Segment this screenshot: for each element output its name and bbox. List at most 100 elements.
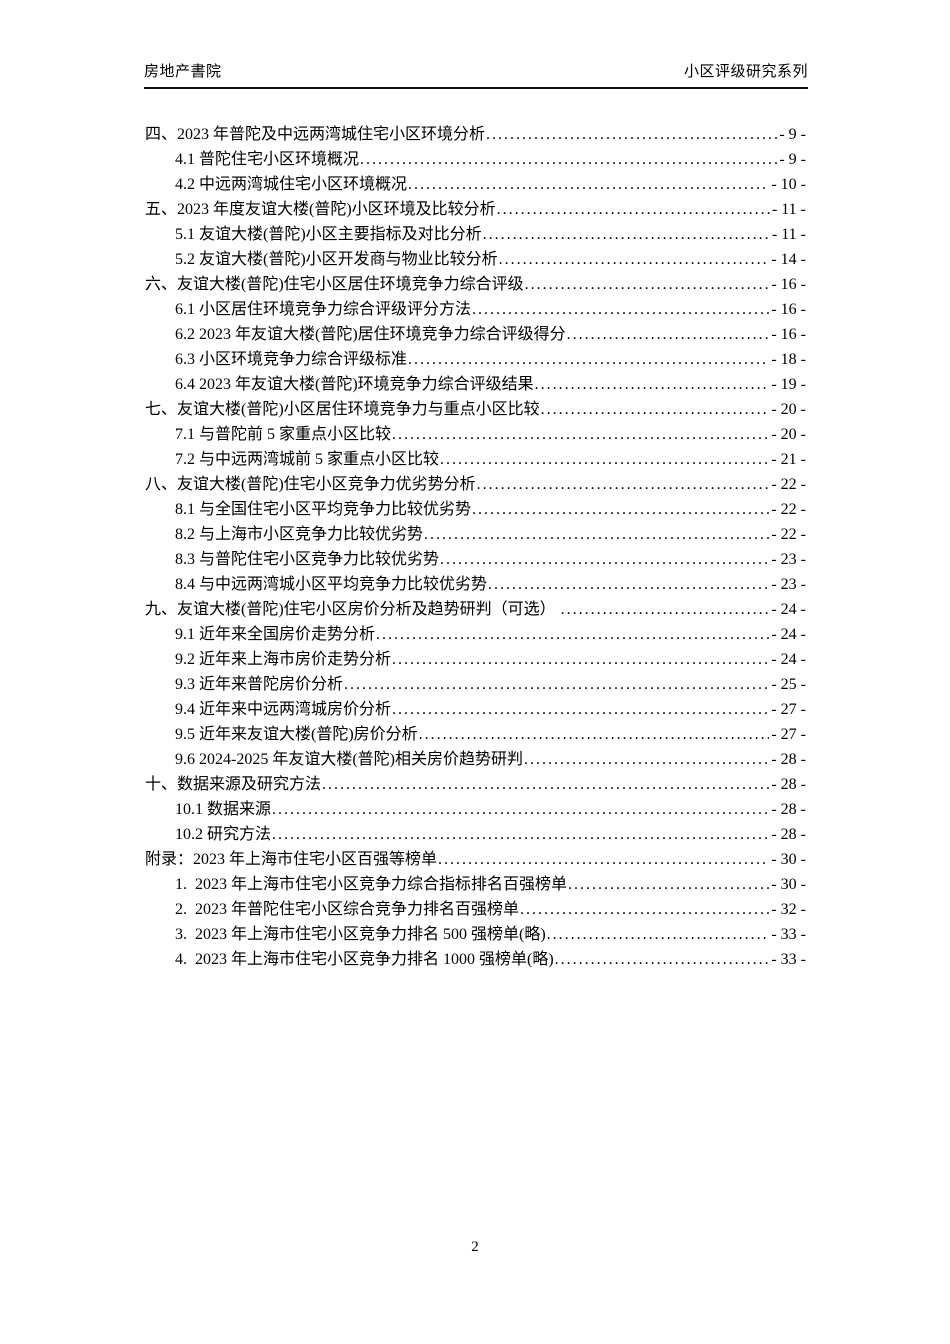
toc-entry: 9.2 近年来上海市房价走势分析 - 24 -	[145, 647, 806, 672]
toc-entry: 八、友谊大楼(普陀)住宅小区竞争力优劣势分析 - 22 -	[145, 472, 806, 497]
header-left-text: 房地产書院	[144, 63, 222, 80]
toc-entry-page: - 19 -	[771, 376, 806, 393]
toc-entry-page: - 24 -	[771, 601, 806, 618]
toc-entry-page: - 14 -	[771, 251, 806, 268]
toc-entry-title: 8.1 与全国住宅小区平均竞争力比较优劣势	[175, 501, 472, 518]
toc-entry: 5.1 友谊大楼(普陀)小区主要指标及对比分析 - 11 -	[145, 222, 806, 247]
toc-entry-page: - 16 -	[771, 301, 806, 318]
toc-entry-page: - 24 -	[771, 626, 806, 643]
toc-dot-leader	[483, 222, 770, 247]
toc-dot-leader	[344, 672, 769, 697]
toc-entry: 7.2 与中远两湾城前 5 家重点小区比较 - 21 -	[145, 447, 806, 472]
toc-dot-leader	[376, 622, 769, 647]
toc-entry: 4.2 中远两湾城住宅小区环境概况 - 10 -	[145, 172, 806, 197]
toc-entry: 1. 2023 年上海市住宅小区竞争力综合指标排名百强榜单 - 30 -	[145, 872, 806, 897]
toc-entry-page: - 16 -	[771, 326, 806, 343]
toc-entry-page: - 27 -	[771, 726, 806, 743]
toc-dot-leader	[392, 422, 769, 447]
toc-entry-page: - 25 -	[771, 676, 806, 693]
toc-entry: 4.1 普陀住宅小区环境概况 - 9 -	[145, 147, 806, 172]
toc-entry-page: - 23 -	[771, 551, 806, 568]
page-number: 2	[471, 1239, 479, 1255]
toc-entry-title: 2. 2023 年普陀住宅小区综合竞争力排名百强榜单	[175, 901, 520, 918]
toc-entry-title: 8.4 与中远两湾城小区平均竞争力比较优劣势	[175, 576, 488, 593]
toc-dot-leader	[477, 472, 770, 497]
toc-dot-leader	[486, 122, 777, 147]
toc-entry: 9.5 近年来友谊大楼(普陀)房价分析 - 27 -	[145, 722, 806, 747]
toc-dot-leader	[497, 197, 770, 222]
toc-entry-page: - 32 -	[771, 901, 806, 918]
toc-entry: 9.4 近年来中远两湾城房价分析 - 27 -	[145, 697, 806, 722]
header-right-text: 小区评级研究系列	[683, 63, 808, 80]
toc-dot-leader	[440, 447, 769, 472]
page-header: 房地产書院 小区评级研究系列	[144, 60, 808, 89]
toc-dot-leader	[568, 872, 769, 897]
toc-dot-leader	[419, 722, 770, 747]
toc-entry: 六、友谊大楼(普陀)住宅小区居住环境竞争力综合评级 - 16 -	[145, 272, 806, 297]
toc-entry-title: 五、2023 年度友谊大楼(普陀)小区环境及比较分析	[145, 201, 496, 218]
toc-entry: 10.2 研究方法 - 28 -	[145, 822, 806, 847]
toc-entry-page: - 27 -	[771, 701, 806, 718]
toc-entry: 6.2 2023 年友谊大楼(普陀)居住环境竞争力综合评级得分 - 16 -	[145, 322, 806, 347]
toc-entry: 10.1 数据来源 - 28 -	[145, 797, 806, 822]
toc-entry-title: 9.5 近年来友谊大楼(普陀)房价分析	[175, 726, 418, 743]
toc-entry-title: 4.2 中远两湾城住宅小区环境概况	[175, 176, 408, 193]
toc-entry-title: 8.3 与普陀住宅小区竞争力比较优劣势	[175, 551, 440, 568]
toc-entry-title: 十、数据来源及研究方法	[145, 776, 322, 793]
toc-entry-title: 10.1 数据来源	[175, 801, 272, 818]
toc-entry: 5.2 友谊大楼(普陀)小区开发商与物业比较分析 - 14 -	[145, 247, 806, 272]
toc-dot-leader	[322, 772, 769, 797]
toc-dot-leader	[408, 172, 769, 197]
toc-entry: 四、2023 年普陀及中远两湾城住宅小区环境分析 - 9 -	[145, 122, 806, 147]
toc-entry-page: - 20 -	[771, 426, 806, 443]
toc-entry-title: 6.2 2023 年友谊大楼(普陀)居住环境竞争力综合评级得分	[175, 326, 566, 343]
toc-entry-title: 六、友谊大楼(普陀)住宅小区居住环境竞争力综合评级	[145, 276, 524, 293]
toc-dot-leader	[440, 547, 769, 572]
toc-entry-page: - 22 -	[771, 501, 806, 518]
toc-entry-title: 附录：2023 年上海市住宅小区百强等榜单	[145, 851, 438, 868]
toc-entry: 7.1 与普陀前 5 家重点小区比较 - 20 -	[145, 422, 806, 447]
toc-entry-title: 9.6 2024-2025 年友谊大楼(普陀)相关房价趋势研判	[175, 751, 523, 768]
toc-entry-page: - 22 -	[771, 476, 806, 493]
toc-entry: 9.6 2024-2025 年友谊大楼(普陀)相关房价趋势研判 - 28 -	[145, 747, 806, 772]
toc-dot-leader	[408, 347, 769, 372]
toc-entry-page: - 18 -	[771, 351, 806, 368]
toc-entry-page: - 20 -	[771, 401, 806, 418]
toc-dot-leader	[392, 647, 769, 672]
toc-entry: 十、数据来源及研究方法 - 28 -	[145, 772, 806, 797]
toc-entry-page: - 28 -	[771, 826, 806, 843]
toc-entry-title: 7.2 与中远两湾城前 5 家重点小区比较	[175, 451, 440, 468]
toc-dot-leader	[499, 247, 770, 272]
toc-entry: 2. 2023 年普陀住宅小区综合竞争力排名百强榜单 - 32 -	[145, 897, 806, 922]
toc-dot-leader	[424, 522, 769, 547]
toc-dot-leader	[472, 497, 769, 522]
toc-entry-page: - 28 -	[771, 776, 806, 793]
toc-entry-title: 7.1 与普陀前 5 家重点小区比较	[175, 426, 392, 443]
toc-entry-title: 9.3 近年来普陀房价分析	[175, 676, 344, 693]
toc-entry-title: 3. 2023 年上海市住宅小区竞争力排名 500 强榜单(略)	[175, 926, 546, 943]
toc-entry-page: - 30 -	[771, 876, 806, 893]
toc-dot-leader	[561, 597, 770, 622]
toc-entry-title: 九、友谊大楼(普陀)住宅小区房价分析及趋势研判（可选）	[145, 601, 560, 618]
toc-entry: 3. 2023 年上海市住宅小区竞争力排名 500 强榜单(略) - 33 -	[145, 922, 806, 947]
toc-entry-title: 10.2 研究方法	[175, 826, 272, 843]
toc-entry-page: - 9 -	[779, 126, 806, 143]
toc-entry-page: - 23 -	[771, 576, 806, 593]
toc-entry-title: 八、友谊大楼(普陀)住宅小区竞争力优劣势分析	[145, 476, 476, 493]
toc-entry-page: - 22 -	[771, 526, 806, 543]
toc-entry-title: 6.4 2023 年友谊大楼(普陀)环境竞争力综合评级结果	[175, 376, 534, 393]
toc-dot-leader	[488, 572, 769, 597]
toc-entry-title: 1. 2023 年上海市住宅小区竞争力综合指标排名百强榜单	[175, 876, 568, 893]
toc-dot-leader	[272, 822, 769, 847]
toc-entry: 6.1 小区居住环境竞争力综合评级评分方法 - 16 -	[145, 297, 806, 322]
toc-dot-leader	[360, 147, 777, 172]
toc-entry: 8.3 与普陀住宅小区竞争力比较优劣势 - 23 -	[145, 547, 806, 572]
toc-entry: 8.4 与中远两湾城小区平均竞争力比较优劣势 - 23 -	[145, 572, 806, 597]
toc-entry-title: 9.1 近年来全国房价走势分析	[175, 626, 376, 643]
toc-dot-leader	[524, 747, 769, 772]
toc-entry-title: 5.1 友谊大楼(普陀)小区主要指标及对比分析	[175, 226, 482, 243]
table-of-contents: 四、2023 年普陀及中远两湾城住宅小区环境分析- 9 -4.1 普陀住宅小区环…	[145, 122, 806, 972]
toc-dot-leader	[272, 797, 769, 822]
toc-entry-page: - 16 -	[771, 276, 806, 293]
toc-dot-leader	[541, 397, 770, 422]
